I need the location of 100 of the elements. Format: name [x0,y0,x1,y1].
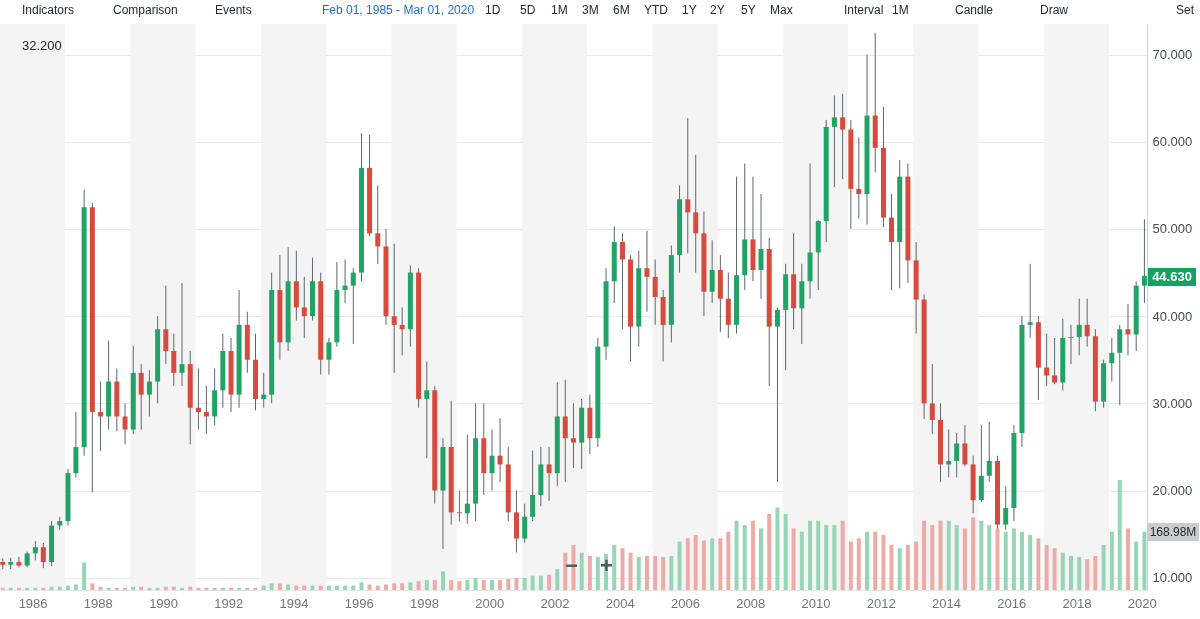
bar [775,507,780,590]
x-tick-label: 2008 [736,595,766,611]
candlestick [179,282,185,387]
bar [644,555,649,590]
x-tick-label: 2018 [1062,595,1092,611]
bar [587,555,592,590]
x-tick-label: 2006 [671,595,700,611]
candlestick [1003,485,1009,531]
bar [759,528,763,590]
bar [1101,544,1106,590]
x-tick-label: 1990 [149,595,179,611]
bar [359,582,364,590]
bar [269,583,274,590]
bar [1011,528,1016,590]
annotation: 32.200 [22,38,62,53]
bar [188,586,193,590]
bar [1028,535,1033,590]
candlestick [375,184,381,265]
bar [636,557,641,590]
text: 5D [520,3,536,17]
x-tick-label: 1988 [83,595,113,611]
candlestick [489,429,495,492]
bar [734,520,739,590]
candlestick [758,193,764,300]
bar [171,586,176,590]
y-tick-label: 20.000 [1152,483,1193,499]
candlestick [986,421,992,483]
bar [392,583,397,590]
bar [1085,559,1090,590]
text: 1M [551,3,568,17]
x-tick-label: 1994 [279,595,309,611]
candlestick [301,276,307,339]
bar [693,535,698,590]
bar [277,583,282,590]
bar [457,581,462,590]
bar [856,538,861,590]
candlestick [98,381,104,452]
bar [726,531,731,590]
bar [595,557,600,590]
bar [90,583,95,590]
x-tick-label: 1992 [214,595,244,611]
bar [1109,531,1114,590]
bar [661,557,666,590]
candlestick [122,402,128,445]
bar [718,538,723,590]
candlestick [1044,333,1050,387]
x-tick-label: 2010 [801,595,831,611]
candlestick [954,432,960,478]
bar [1125,528,1130,590]
candlestick [32,540,38,561]
bar [1060,552,1065,590]
bar [840,520,845,590]
candlestick [456,490,462,522]
candlestick [856,136,862,219]
x-tick-label: 2000 [475,595,505,611]
bar [816,520,821,590]
bar [514,577,519,590]
candlestick [497,417,503,483]
bar [905,544,910,590]
bar [889,544,894,590]
bar [506,579,511,590]
bar [530,575,535,590]
bar [367,584,372,590]
bar [669,555,674,590]
bar [563,552,568,590]
candlestick [138,363,144,431]
bar [538,575,543,590]
candlestick [16,556,22,568]
x-tick-label: 2012 [866,595,896,611]
bar [1093,555,1098,590]
candlestick [1109,337,1115,383]
candlestick [1076,298,1082,356]
candlestick [40,542,46,569]
bar [1003,531,1008,590]
candlestick [652,258,658,326]
bar [1117,480,1122,590]
text: 44.630 [1152,269,1192,284]
candlestick [424,361,430,459]
bar [1142,531,1147,590]
bar [449,580,454,590]
bar [1052,548,1057,590]
candlestick [1117,324,1123,406]
bar [832,525,837,590]
y-tick-label: 60.000 [1152,134,1193,150]
bar [498,580,503,590]
bar [547,574,552,590]
bar [98,586,103,590]
bar [286,584,291,590]
bar [971,517,976,590]
text: 3M [582,3,599,17]
bar [49,586,54,590]
candlestick [261,372,267,409]
bar [987,525,992,590]
candlestick [644,230,650,313]
candlestick [831,95,837,188]
bar [57,586,62,590]
bar [701,540,706,590]
bar [653,555,658,590]
bar [1019,531,1024,590]
annotation: − [565,553,578,578]
